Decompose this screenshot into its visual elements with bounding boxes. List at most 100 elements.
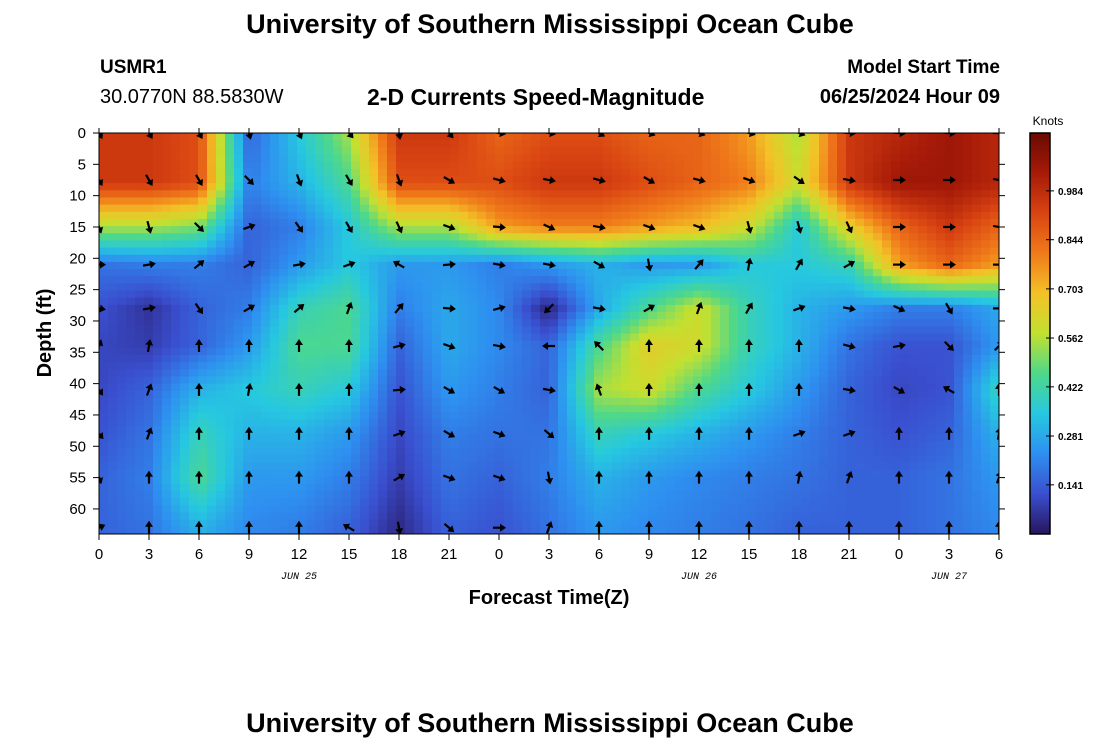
heatmap-cell bbox=[774, 283, 784, 292]
heatmap-cell bbox=[306, 304, 316, 313]
heatmap-cell bbox=[702, 354, 712, 363]
heatmap-cell bbox=[396, 319, 406, 327]
heatmap-cell bbox=[729, 233, 739, 242]
heatmap-cell bbox=[459, 168, 469, 177]
heatmap-cell bbox=[549, 283, 559, 292]
heatmap-cell bbox=[270, 433, 280, 442]
heatmap-cell bbox=[207, 448, 217, 456]
heatmap-cell bbox=[774, 419, 784, 428]
heatmap-cell bbox=[198, 369, 208, 378]
heatmap-cell bbox=[324, 376, 334, 385]
heatmap-cell bbox=[819, 376, 829, 385]
heatmap-cell bbox=[486, 469, 496, 478]
heatmap-cell bbox=[873, 140, 883, 148]
heatmap-cell bbox=[774, 204, 784, 213]
heatmap-cell bbox=[747, 218, 757, 227]
heatmap-cell bbox=[594, 483, 604, 492]
heatmap-cell bbox=[99, 469, 109, 478]
heatmap-cell bbox=[747, 448, 757, 456]
heatmap-cell bbox=[567, 354, 577, 363]
heatmap-cell bbox=[306, 383, 316, 392]
heatmap-cell bbox=[333, 218, 343, 227]
heatmap-cell bbox=[342, 297, 352, 306]
heatmap-cell bbox=[396, 183, 406, 191]
heatmap-cell bbox=[783, 183, 793, 191]
heatmap-cell bbox=[711, 161, 721, 170]
heatmap-cell bbox=[414, 476, 424, 485]
heatmap-cell bbox=[837, 290, 847, 299]
heatmap-cell bbox=[657, 183, 667, 191]
heatmap-cell bbox=[252, 326, 262, 335]
heatmap-cell bbox=[288, 483, 298, 492]
heatmap-cell bbox=[432, 369, 442, 378]
heatmap-cell bbox=[828, 247, 838, 256]
heatmap-cell bbox=[117, 304, 127, 313]
heatmap-cell bbox=[162, 419, 172, 428]
heatmap-cell bbox=[351, 426, 361, 435]
heatmap-cell bbox=[963, 168, 973, 177]
heatmap-cell bbox=[243, 376, 253, 385]
heatmap-cell bbox=[666, 319, 676, 327]
heatmap-cell bbox=[774, 297, 784, 306]
heatmap-cell bbox=[468, 469, 478, 478]
heatmap-cell bbox=[378, 240, 388, 249]
heatmap-cell bbox=[765, 397, 775, 406]
heatmap-cell bbox=[126, 312, 136, 320]
heatmap-cell bbox=[576, 218, 586, 227]
heatmap-cell bbox=[234, 190, 244, 199]
heatmap-cell bbox=[711, 326, 721, 335]
heatmap-cell bbox=[378, 340, 388, 349]
heatmap-cell bbox=[747, 426, 757, 435]
heatmap-cell bbox=[225, 304, 235, 313]
heatmap-cell bbox=[783, 469, 793, 478]
heatmap-cell bbox=[558, 319, 568, 327]
heatmap-cell bbox=[945, 354, 955, 363]
heatmap-cell bbox=[945, 190, 955, 199]
heatmap-cell bbox=[270, 233, 280, 242]
heatmap-cell bbox=[630, 226, 640, 234]
heatmap-cell bbox=[477, 333, 487, 342]
heatmap-cell bbox=[918, 247, 928, 256]
heatmap-cell bbox=[972, 319, 982, 327]
heatmap-cell bbox=[837, 376, 847, 385]
heatmap-cell bbox=[432, 247, 442, 256]
heatmap-cell bbox=[639, 405, 649, 413]
heatmap-cell bbox=[648, 297, 658, 306]
heatmap-cell bbox=[882, 247, 892, 256]
heatmap-cell bbox=[99, 183, 109, 191]
heatmap-cell bbox=[630, 154, 640, 163]
heatmap-cell bbox=[837, 254, 847, 263]
heatmap-cell bbox=[549, 326, 559, 335]
heatmap-cell bbox=[963, 376, 973, 385]
heatmap-cell bbox=[288, 233, 298, 242]
heatmap-cell bbox=[279, 147, 289, 156]
heatmap-cell bbox=[747, 419, 757, 428]
heatmap-cell bbox=[918, 405, 928, 413]
heatmap-cell bbox=[477, 362, 487, 370]
heatmap-cell bbox=[432, 440, 442, 449]
heatmap-cell bbox=[846, 333, 856, 342]
heatmap-cell bbox=[612, 147, 622, 156]
heatmap-cell bbox=[801, 347, 811, 356]
heatmap-cell bbox=[270, 419, 280, 428]
heatmap-cell bbox=[261, 426, 271, 435]
heatmap-cell bbox=[648, 240, 658, 249]
heatmap-cell bbox=[297, 190, 307, 199]
heatmap-cell bbox=[693, 240, 703, 249]
heatmap-cell bbox=[594, 455, 604, 463]
heatmap-cell bbox=[450, 175, 460, 184]
heatmap-cell bbox=[801, 426, 811, 435]
heatmap-cell bbox=[468, 405, 478, 413]
heatmap-cell bbox=[756, 297, 766, 306]
heatmap-cell bbox=[783, 211, 793, 220]
heatmap-cell bbox=[594, 147, 604, 156]
heatmap-cell bbox=[846, 312, 856, 320]
heatmap-cell bbox=[360, 297, 370, 306]
heatmap-cell bbox=[882, 340, 892, 349]
heatmap-cell bbox=[261, 197, 271, 206]
heatmap-cell bbox=[810, 218, 820, 227]
heatmap-cell bbox=[306, 204, 316, 213]
heatmap-cell bbox=[432, 283, 442, 292]
heatmap-cell bbox=[216, 326, 226, 335]
heatmap-cell bbox=[387, 269, 397, 277]
